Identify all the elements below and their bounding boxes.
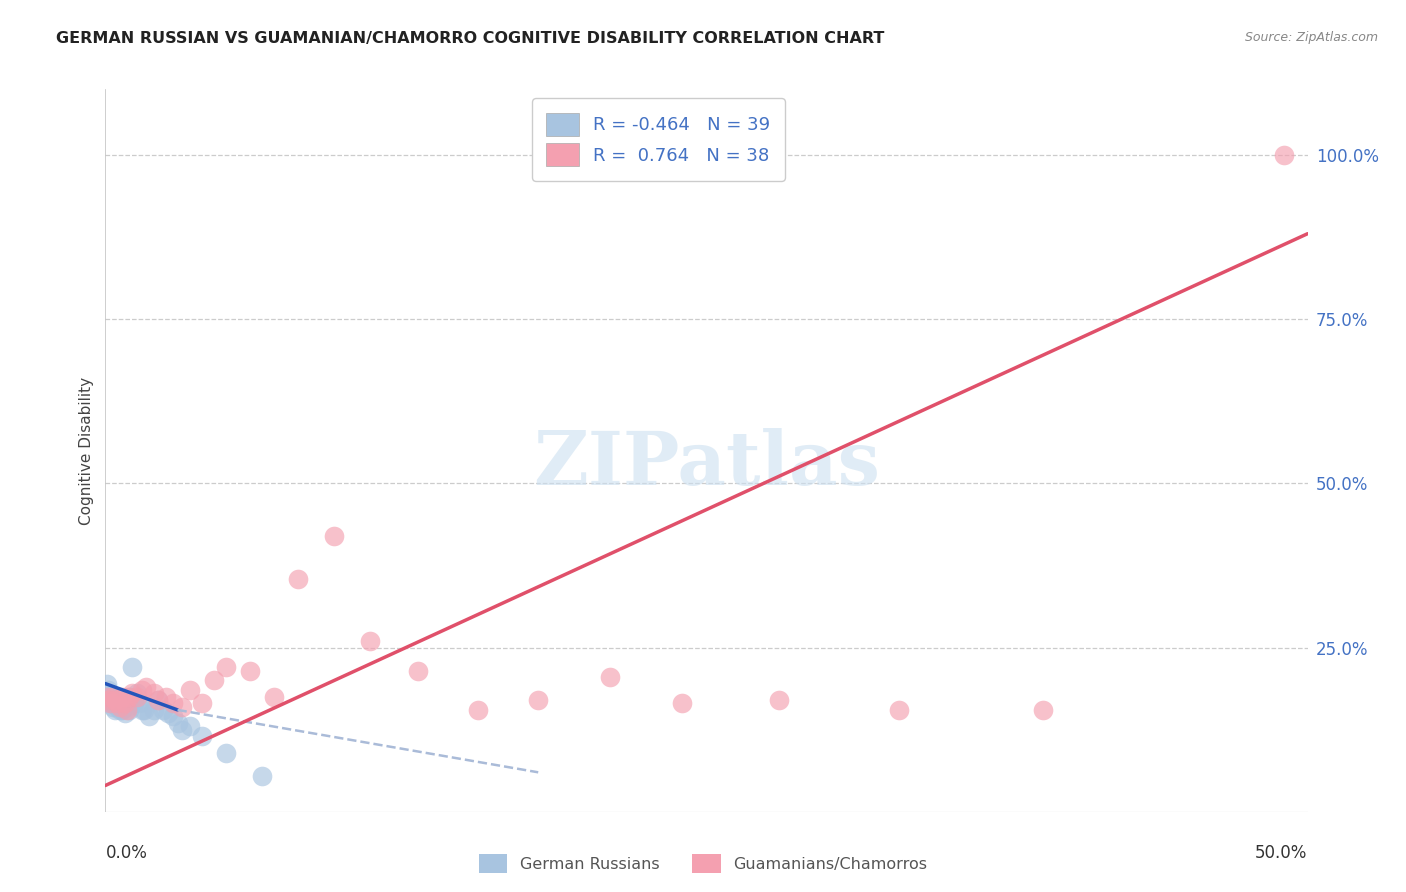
Point (108, 696, 131, 710)
Point (131, 683, 153, 698)
Point (287, 572, 309, 586)
Point (125, 686, 148, 700)
Point (100, 696, 122, 710)
Point (155, 690, 177, 704)
Point (104, 703, 127, 717)
Point (107, 696, 129, 710)
Point (467, 703, 489, 717)
Point (97, 693, 120, 707)
Point (152, 703, 174, 717)
Point (132, 703, 155, 717)
Point (131, 703, 153, 717)
Point (118, 690, 141, 704)
Point (1272, 148, 1295, 162)
Point (138, 709, 160, 723)
Text: ZIPatlas: ZIPatlas (533, 428, 880, 501)
Point (111, 690, 134, 704)
Point (239, 664, 262, 678)
Point (887, 703, 910, 717)
Y-axis label: Cognitive Disability: Cognitive Disability (79, 376, 94, 524)
Point (166, 716, 188, 731)
Point (172, 699, 194, 714)
Point (190, 696, 212, 710)
Point (214, 746, 236, 760)
Point (96, 690, 118, 704)
Point (1032, 703, 1054, 717)
Point (599, 670, 621, 684)
Point (96, 676, 118, 690)
Point (101, 693, 124, 707)
Point (148, 693, 170, 707)
Point (162, 696, 184, 710)
Point (97, 683, 120, 698)
Point (322, 529, 344, 543)
Point (124, 696, 146, 710)
Point (98, 686, 121, 700)
Point (142, 686, 165, 700)
Point (527, 693, 550, 707)
Point (111, 696, 134, 710)
Point (118, 690, 141, 704)
Point (107, 699, 129, 714)
Point (190, 729, 212, 743)
Point (121, 660, 143, 674)
Point (179, 683, 201, 698)
Point (111, 703, 134, 717)
Point (671, 696, 693, 710)
Text: 0.0%: 0.0% (105, 844, 148, 863)
Point (107, 690, 129, 704)
Point (406, 664, 429, 678)
Point (162, 709, 184, 723)
Point (101, 699, 124, 714)
Point (156, 706, 179, 721)
Point (250, 768, 273, 783)
Point (114, 706, 136, 721)
Point (359, 634, 381, 648)
Point (118, 703, 141, 717)
Point (114, 696, 136, 710)
Point (104, 696, 127, 710)
Point (97, 690, 120, 704)
Legend: German Russians, Guamanians/Chamorros: German Russians, Guamanians/Chamorros (472, 847, 934, 880)
Point (125, 690, 148, 704)
Text: GERMAN RUSSIAN VS GUAMANIAN/CHAMORRO COGNITIVE DISABILITY CORRELATION CHART: GERMAN RUSSIAN VS GUAMANIAN/CHAMORRO COG… (56, 31, 884, 46)
Point (108, 699, 131, 714)
Point (263, 690, 285, 704)
Point (768, 693, 790, 707)
Point (135, 680, 157, 694)
Point (104, 693, 127, 707)
Text: 50.0%: 50.0% (1256, 844, 1308, 863)
Point (98, 696, 121, 710)
Point (98, 690, 121, 704)
Point (128, 696, 150, 710)
Point (179, 719, 201, 733)
Point (115, 703, 138, 717)
Point (214, 660, 236, 674)
Point (121, 686, 143, 700)
Point (101, 690, 124, 704)
Point (172, 723, 194, 737)
Point (142, 703, 165, 717)
Point (115, 699, 138, 714)
Point (202, 673, 225, 688)
Text: Source: ZipAtlas.com: Source: ZipAtlas.com (1244, 31, 1378, 45)
Legend: R = -0.464   N = 39, R =  0.764   N = 38: R = -0.464 N = 39, R = 0.764 N = 38 (531, 98, 785, 181)
Point (148, 693, 170, 707)
Point (98, 693, 121, 707)
Point (108, 703, 131, 717)
